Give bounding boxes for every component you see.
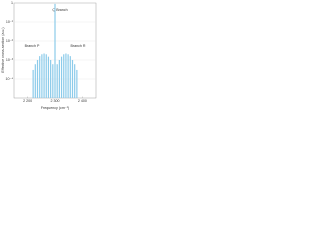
y-tick-label: 10⁻¹ xyxy=(6,20,14,24)
x-axis-label: Frequency (cm⁻¹) xyxy=(41,106,69,110)
page: {"chart_data":{"type":"bar","x_label":"F… xyxy=(0,0,100,113)
y-tick-label: 1 xyxy=(11,1,13,5)
chart: Frequency (cm⁻¹) Effective cross-section… xyxy=(1,1,97,110)
y-tick-label: 10⁻³ xyxy=(6,58,14,62)
y-tick-label: 10⁻² xyxy=(6,39,14,43)
annotation: Q Branch xyxy=(52,8,67,12)
x-tick-label: 2 300 xyxy=(51,99,60,103)
annotation: Branch R xyxy=(71,44,86,48)
y-tick-label: 10⁻⁴ xyxy=(6,77,14,81)
y-axis-label: Effective cross-section (a.u.) xyxy=(1,27,5,72)
annotation: Branch P xyxy=(25,44,40,48)
x-tick-label: 2 400 xyxy=(78,99,87,103)
x-tick-label: 2 200 xyxy=(23,99,32,103)
